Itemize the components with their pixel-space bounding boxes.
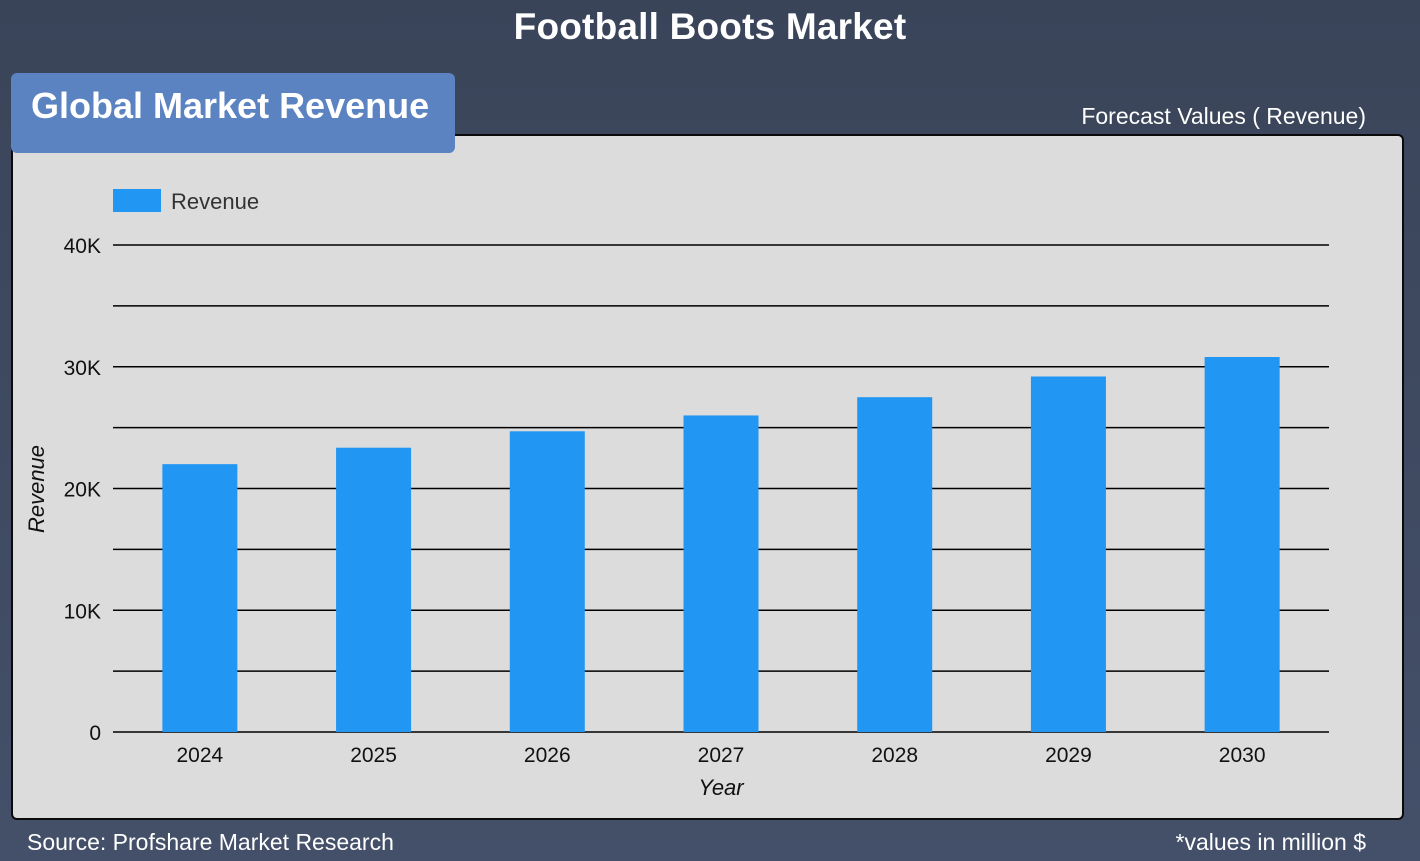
x-tick-label: 2024	[176, 744, 223, 767]
x-tick-label: 2030	[1219, 744, 1266, 767]
forecast-label: Forecast Values ( Revenue)	[1081, 103, 1366, 129]
x-tick-label: 2028	[871, 744, 918, 767]
y-tick-label: 30K	[64, 357, 101, 380]
y-tick-labels: 0 10K 20K 30K 40K	[64, 235, 101, 745]
x-tick-label: 2029	[1045, 744, 1092, 767]
y-tick-label: 0	[89, 722, 101, 745]
legend-label-revenue: Revenue	[171, 189, 259, 214]
x-axis-title: Year	[698, 775, 745, 800]
bar-2024	[162, 464, 238, 732]
x-tick-labels: 2024 2025 2026 2027 2028 2029 2030	[176, 744, 1265, 767]
bar-2026	[509, 431, 585, 732]
y-tick-label: 10K	[64, 600, 101, 623]
section-title-text: Global Market Revenue	[31, 85, 430, 126]
bar-2030	[1204, 357, 1280, 732]
source-note: Source: Profshare Market Research	[27, 829, 394, 855]
bar-2029	[1030, 376, 1106, 732]
units-note: *values in million $	[1175, 829, 1366, 855]
y-tick-label: 40K	[64, 235, 101, 258]
y-axis-title: Revenue	[24, 445, 49, 533]
x-tick-label: 2025	[350, 744, 397, 767]
x-tick-label: 2026	[524, 744, 571, 767]
legend: Revenue	[113, 189, 259, 214]
legend-swatch-revenue	[113, 189, 161, 212]
bar-2025	[336, 447, 412, 732]
x-tick-label: 2027	[698, 744, 745, 767]
section-title: Global Market Revenue	[11, 73, 455, 153]
page-title: Football Boots Market	[513, 6, 907, 47]
y-tick-label: 20K	[64, 479, 101, 502]
bar-2027	[683, 415, 759, 732]
bar-2028	[857, 397, 933, 732]
bars	[162, 357, 1280, 732]
